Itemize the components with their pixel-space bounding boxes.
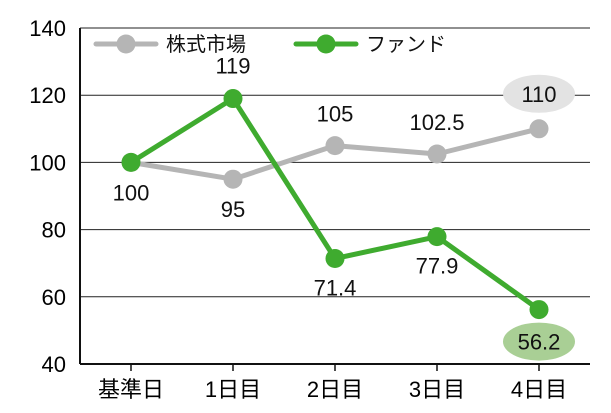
y-tick-label: 140	[29, 16, 66, 41]
legend-label: ファンド	[366, 32, 446, 56]
y-tick-label: 120	[29, 83, 66, 108]
data-label-layer: 95 105 102.5 110 100 119 71.4 77.9 56.2	[113, 54, 575, 361]
data-label: 100	[113, 180, 150, 205]
data-label: 102.5	[409, 110, 464, 135]
x-tick-label: 2日目	[307, 377, 363, 402]
data-label: 56.2	[518, 330, 561, 355]
data-point	[223, 89, 243, 109]
x-tick-label: 4日目	[511, 377, 567, 402]
data-point	[529, 300, 549, 320]
data-point	[427, 144, 447, 164]
data-label: 110	[521, 82, 556, 107]
legend-swatch-marker	[316, 34, 336, 54]
legend-swatch-marker	[116, 34, 136, 54]
data-label-highlight	[503, 74, 575, 113]
data-label: 77.9	[416, 254, 459, 279]
x-tick-label: 3日目	[409, 377, 465, 402]
y-tick-label: 60	[42, 285, 66, 310]
data-label: 119	[215, 54, 250, 79]
series-layer	[121, 89, 549, 320]
data-label: 95	[221, 197, 245, 222]
data-point	[325, 248, 345, 268]
data-point	[427, 227, 447, 247]
y-tick-label: 100	[29, 150, 66, 175]
data-label: 105	[317, 102, 354, 127]
axis-layer: 40 60 80 100 120 140 基準日 1日目 2日目 3日目 4日目	[29, 16, 590, 402]
data-point	[223, 169, 243, 189]
legend-label: 株式市場	[166, 32, 246, 56]
data-point	[529, 119, 549, 139]
y-tick-label: 40	[42, 352, 66, 377]
x-tick-label: 基準日	[98, 377, 164, 402]
data-point	[325, 136, 345, 156]
x-tick-label: 1日目	[205, 377, 261, 402]
legend: 株式市場 ファンド	[93, 32, 446, 56]
data-label: 71.4	[314, 275, 357, 300]
data-point	[121, 152, 141, 172]
data-label-highlight	[503, 322, 575, 361]
y-tick-label: 80	[42, 218, 66, 243]
